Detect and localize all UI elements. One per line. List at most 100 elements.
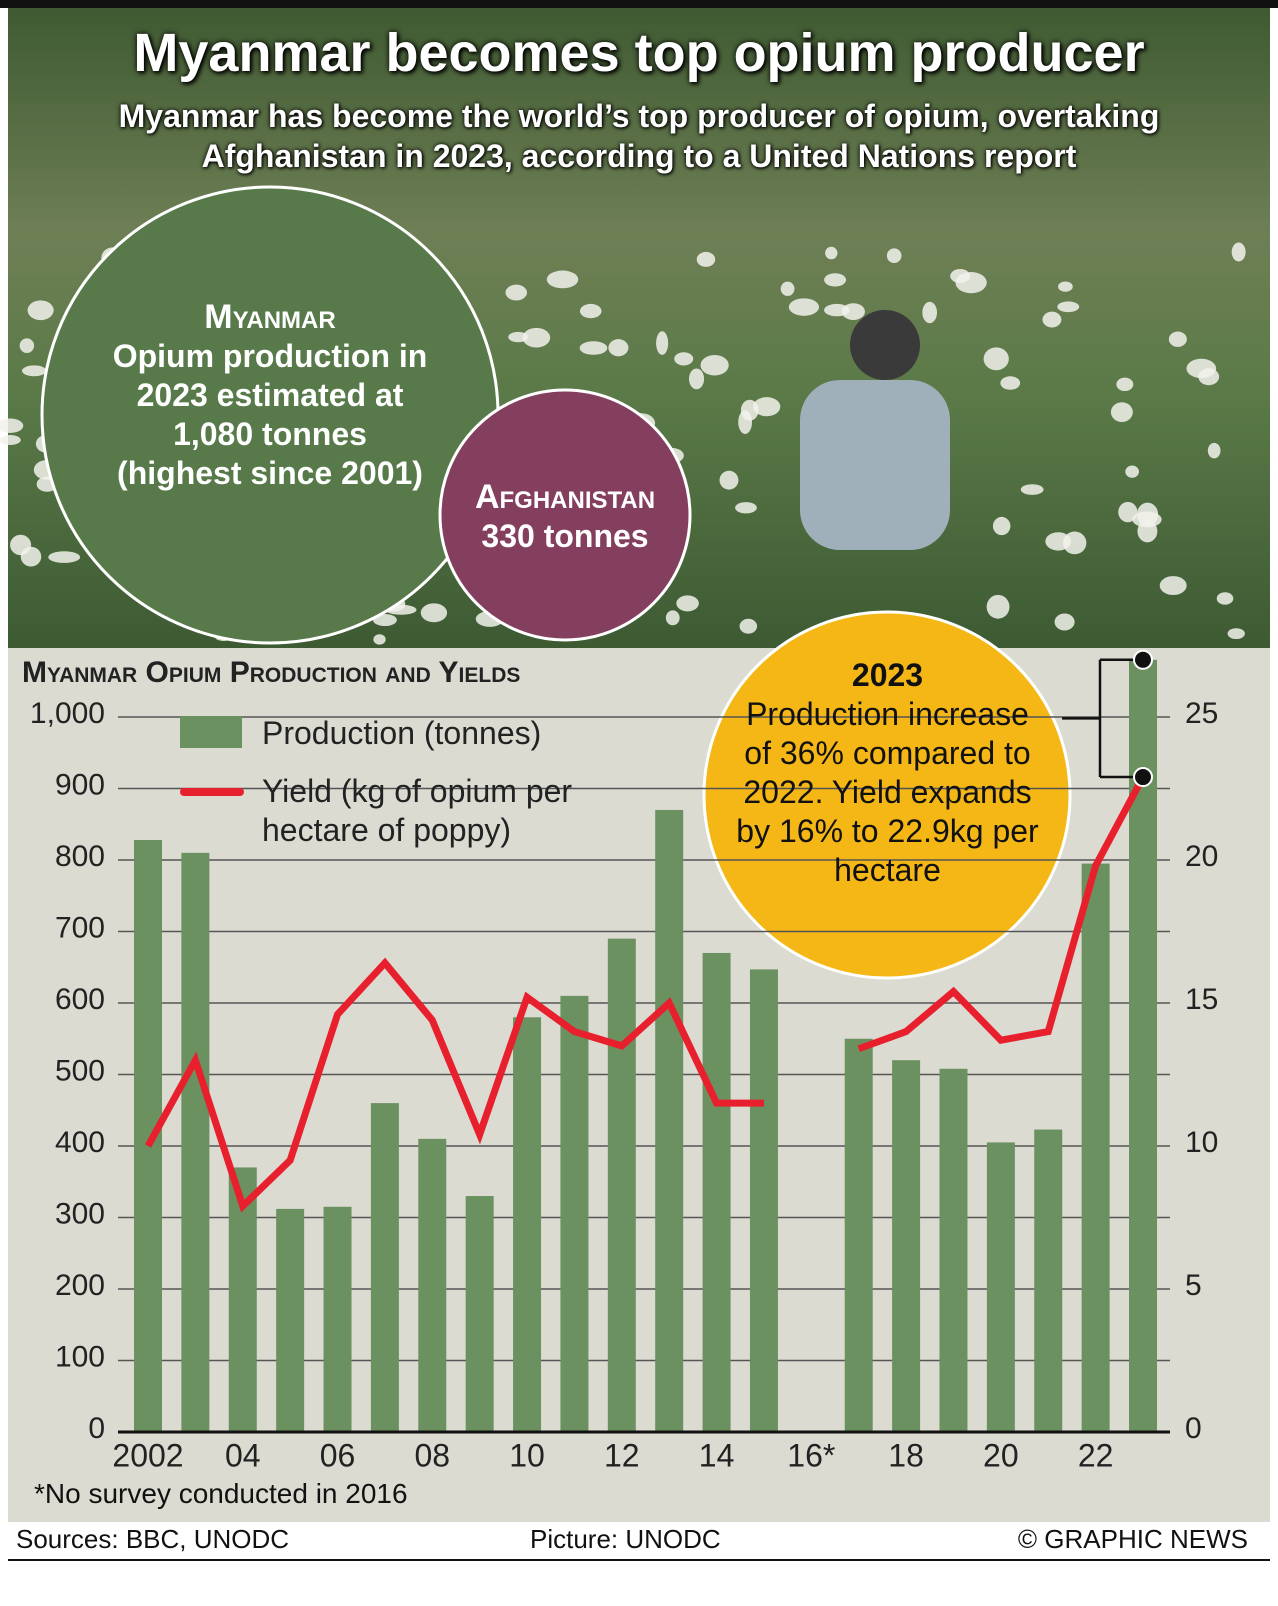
bar	[181, 852, 210, 1432]
flower	[1020, 484, 1044, 495]
y2-tick-label: 5	[1185, 1269, 1202, 1302]
x-tick-label: 20	[983, 1437, 1019, 1473]
flower	[696, 251, 716, 267]
bar	[134, 839, 162, 1432]
annotation-dot	[1133, 767, 1153, 788]
annotation-dot	[1133, 649, 1153, 670]
myanmar-body: Opium production in 2023 estimated at 1,…	[112, 338, 428, 491]
annotation-body: Production increase of 36% compared to 2…	[736, 696, 1039, 888]
sources: Sources: BBC, UNODC	[16, 1524, 290, 1554]
plot: 0 100 200 300 400 500 600 700 800 900 1,000 0 5 10 15 2…	[30, 610, 1218, 1473]
flower	[505, 284, 528, 301]
picture-credit: Picture: UNODC	[530, 1524, 721, 1554]
x-tick-label: 14	[699, 1437, 735, 1473]
flower	[27, 300, 54, 321]
flower	[753, 397, 781, 417]
flower	[1168, 331, 1187, 347]
flower	[48, 551, 81, 563]
bar	[939, 1068, 968, 1432]
flower	[1058, 281, 1073, 292]
flower	[0, 434, 21, 446]
x-tick-label: 2002	[112, 1437, 183, 1473]
flower	[546, 270, 579, 289]
y2-tick-label: 25	[1185, 697, 1218, 730]
flower	[676, 595, 699, 612]
flower	[719, 470, 739, 490]
flower	[1216, 592, 1234, 605]
bar	[418, 1138, 447, 1432]
legend-yield: Yield (kg of opium per hectare of poppy)	[262, 773, 573, 848]
y-tick-label: 1,000	[30, 697, 105, 730]
y-tick-label: 600	[55, 983, 105, 1016]
bar	[702, 952, 731, 1432]
bar	[465, 1196, 494, 1432]
bar	[323, 1206, 352, 1432]
flower	[579, 303, 602, 319]
flower	[1159, 576, 1187, 596]
flower	[986, 594, 1010, 619]
flower	[372, 614, 397, 627]
farmer	[800, 380, 950, 550]
y-tick-label: 700	[55, 911, 105, 944]
flower	[19, 338, 35, 353]
x-tick-label: 18	[888, 1437, 924, 1473]
flower	[825, 246, 838, 260]
flower	[1207, 442, 1221, 459]
y-tick-label: 400	[55, 1126, 105, 1159]
flower	[1110, 402, 1133, 423]
bar	[986, 1142, 1015, 1432]
flower	[1054, 613, 1075, 631]
farmer-head	[850, 310, 920, 380]
top-border	[0, 0, 1278, 8]
myanmar-heading: Myanmar	[204, 298, 336, 336]
bar	[1034, 1129, 1063, 1432]
x-tick-label: 22	[1078, 1437, 1114, 1473]
flower	[922, 301, 938, 324]
y-tick-label: 200	[55, 1269, 105, 1302]
bar	[892, 1060, 921, 1432]
bar	[655, 809, 684, 1432]
flower	[1000, 376, 1021, 390]
chart-title: Myanmar Opium Production and Yields	[22, 656, 520, 689]
y-tick-label: 800	[55, 840, 105, 873]
annotation: 2023 Production increase of 36% compared…	[735, 656, 1040, 890]
legend-production: Production (tonnes)	[262, 715, 542, 751]
annotation-circle	[702, 610, 1072, 980]
flower	[579, 341, 608, 355]
flower	[420, 603, 448, 623]
flower	[665, 610, 680, 626]
flower	[373, 634, 386, 645]
x-tick-label: 04	[225, 1437, 261, 1473]
y-tick-label: 300	[55, 1197, 105, 1230]
bar	[607, 938, 636, 1432]
flower	[886, 248, 902, 263]
flower	[700, 354, 729, 376]
flower	[1125, 465, 1139, 478]
bar	[370, 1103, 399, 1432]
x-tick-label: 12	[604, 1437, 640, 1473]
flower	[674, 352, 694, 366]
y2-tick-label: 10	[1185, 1126, 1218, 1159]
title: Myanmar becomes top opium producer	[133, 23, 1145, 83]
x-tick-label: 16*	[787, 1437, 835, 1473]
flower	[1231, 242, 1246, 262]
legend-swatch	[180, 716, 242, 748]
flower	[522, 327, 551, 348]
flower	[955, 272, 987, 294]
bar	[560, 995, 589, 1432]
flower	[1057, 301, 1080, 313]
bar	[228, 1167, 257, 1432]
flower	[1116, 377, 1134, 392]
flower	[780, 281, 795, 296]
flower	[735, 502, 757, 514]
afghanistan-heading: Afghanistan	[474, 478, 656, 516]
flower	[656, 331, 669, 355]
yield-line	[144, 775, 1147, 1213]
y-tick-label: 900	[55, 768, 105, 801]
bar	[513, 1017, 542, 1432]
flower	[1186, 358, 1217, 379]
flower	[983, 347, 1009, 371]
flower	[788, 298, 820, 316]
